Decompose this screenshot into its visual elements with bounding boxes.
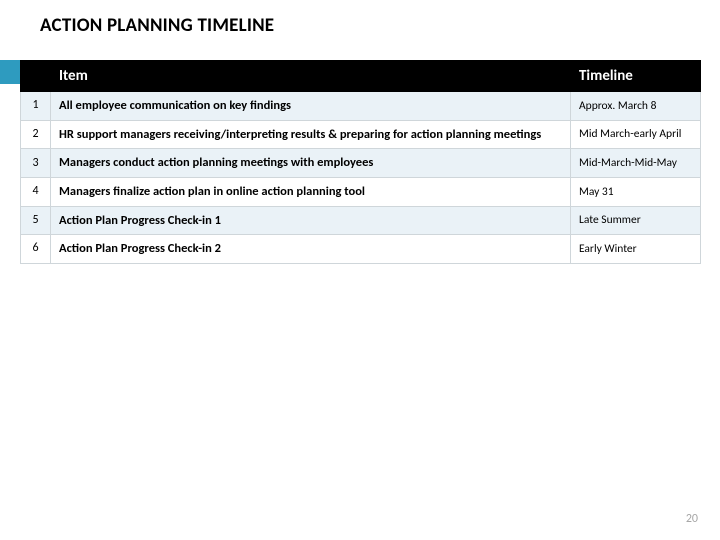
row-item: Action Plan Progress Check-in 2 (51, 235, 571, 264)
table-row: 4Managers finalize action plan in online… (21, 177, 701, 206)
table-row: 1All employee communication on key findi… (21, 92, 701, 121)
row-timeline: May 31 (571, 177, 701, 206)
table-row: 3Managers conduct action planning meetin… (21, 149, 701, 178)
timeline-table: Item Timeline 1All employee communicatio… (20, 60, 701, 264)
row-number: 4 (21, 177, 51, 206)
col-header-num (21, 61, 51, 92)
row-timeline: Approx. March 8 (571, 92, 701, 121)
row-timeline: Late Summer (571, 206, 701, 235)
row-timeline: Mid-March-Mid-May (571, 149, 701, 178)
row-item: All employee communication on key findin… (51, 92, 571, 121)
col-header-timeline: Timeline (571, 61, 701, 92)
row-number: 5 (21, 206, 51, 235)
row-timeline: Early Winter (571, 235, 701, 264)
row-timeline: Mid March-early April (571, 120, 701, 149)
page-number: 20 (686, 512, 698, 526)
row-number: 3 (21, 149, 51, 178)
page-title: ACTION PLANNING TIMELINE (40, 14, 274, 37)
row-item: Action Plan Progress Check-in 1 (51, 206, 571, 235)
row-item: HR support managers receiving/interpreti… (51, 120, 571, 149)
col-header-item: Item (51, 61, 571, 92)
table-body: 1All employee communication on key findi… (21, 92, 701, 264)
table-row: 2HR support managers receiving/interpret… (21, 120, 701, 149)
accent-bar (0, 60, 20, 84)
table-row: 6Action Plan Progress Check-in 2Early Wi… (21, 235, 701, 264)
row-number: 1 (21, 92, 51, 121)
table-row: 5Action Plan Progress Check-in 1Late Sum… (21, 206, 701, 235)
table-header-row: Item Timeline (21, 61, 701, 92)
row-number: 2 (21, 120, 51, 149)
row-item: Managers conduct action planning meeting… (51, 149, 571, 178)
row-number: 6 (21, 235, 51, 264)
row-item: Managers finalize action plan in online … (51, 177, 571, 206)
